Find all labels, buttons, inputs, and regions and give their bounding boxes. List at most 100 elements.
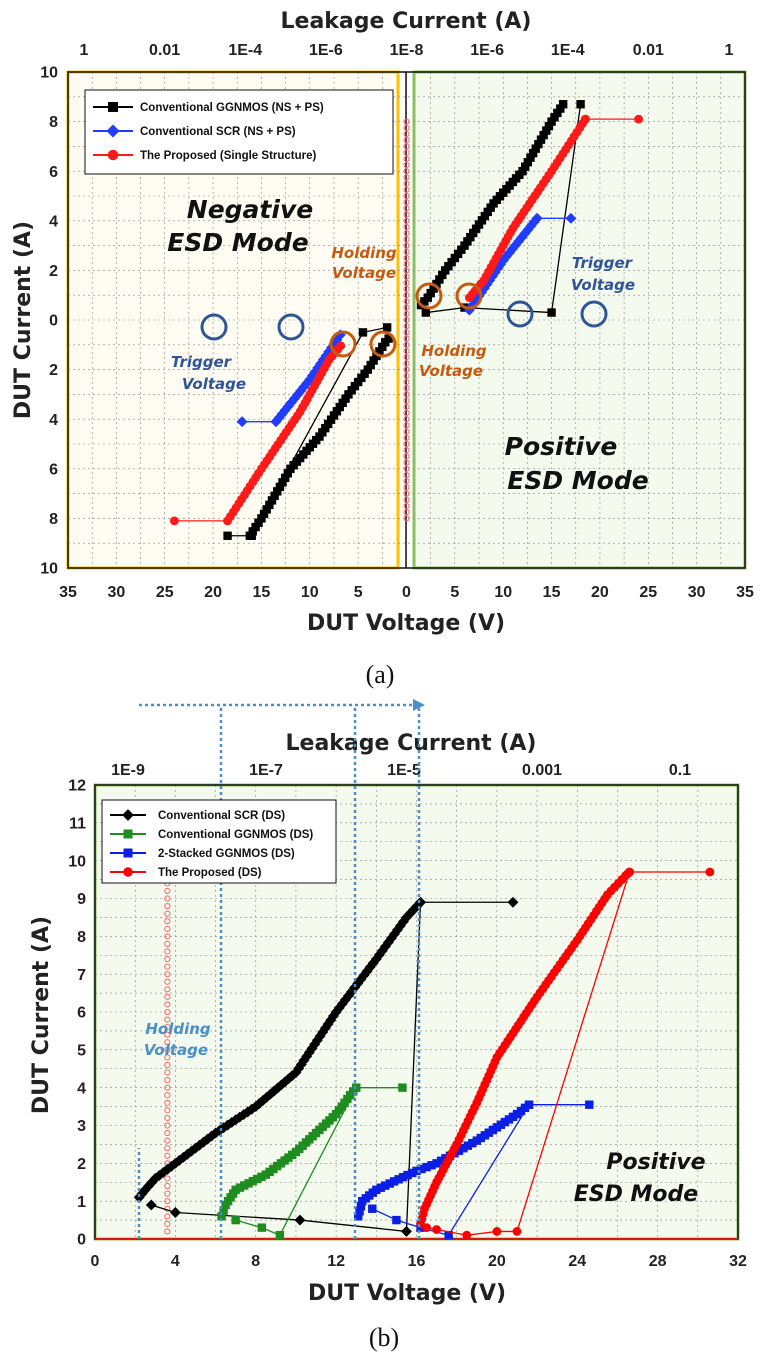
x2-tick-label: 1E-8 <box>390 42 424 59</box>
data-point <box>411 900 423 912</box>
series-b <box>95 865 738 1240</box>
leakage-point <box>581 114 590 124</box>
data-point <box>338 398 347 408</box>
data-point <box>408 904 419 916</box>
x-tick-label: 10 <box>494 584 512 601</box>
x2-label-b: Leakage Current (A) <box>286 731 537 756</box>
data-point <box>558 100 568 109</box>
y-ticks-a: 10 8 6 4 2 0 2 4 6 8 10 <box>40 65 58 578</box>
leakage-marker <box>164 1114 171 1122</box>
data-point <box>321 423 330 433</box>
leakage-point <box>432 1225 442 1234</box>
data-point <box>389 1177 399 1186</box>
annotation: Voltage <box>571 276 635 294</box>
y-tick-label: 5 <box>77 1042 86 1059</box>
leakage-marker <box>403 465 410 472</box>
trigger-circle <box>200 313 228 341</box>
leakage-marker <box>403 397 410 404</box>
data-point <box>436 1156 446 1166</box>
data-point <box>417 1164 426 1174</box>
data-point <box>329 411 339 420</box>
data-point <box>468 1138 477 1148</box>
leakage-marker <box>403 316 410 324</box>
annotation: Holding <box>145 1020 211 1038</box>
y-tick-label: 12 <box>68 778 86 795</box>
annotations-b: Holding Voltage Positive ESD Mode <box>144 1020 706 1207</box>
leakage-marker <box>403 304 410 311</box>
leakage-marker <box>164 1099 171 1106</box>
x2-ticks-a: 1 0.01 1E-4 1E-6 1E-8 1E-6 1E-4 0.01 1 <box>80 42 734 59</box>
data-point <box>253 1098 265 1109</box>
x2-label-a: Leakage Current (A) <box>281 9 532 34</box>
leakage-marker <box>403 149 410 156</box>
data-point <box>139 1184 151 1196</box>
leakage-point <box>223 516 232 526</box>
leakage-marker <box>164 1198 171 1205</box>
leakage-marker <box>164 1152 171 1159</box>
leakage-marker <box>403 118 410 125</box>
data-point <box>143 1180 155 1192</box>
data-point <box>398 1173 408 1182</box>
leakage-marker <box>403 416 410 423</box>
data-point <box>361 965 373 977</box>
x-tick-label: 15 <box>253 584 271 601</box>
data-point <box>376 1183 385 1192</box>
data-point <box>323 419 333 429</box>
data-point <box>363 365 373 374</box>
leakage-marker <box>403 366 410 373</box>
leakage-marker <box>403 484 410 491</box>
data-point <box>373 949 385 961</box>
leakage-marker <box>403 440 410 448</box>
leakage-marker <box>403 385 410 392</box>
data-point <box>206 1130 218 1142</box>
data-point <box>295 1059 307 1070</box>
leakage-marker <box>403 143 410 150</box>
data-point <box>382 936 394 948</box>
data-point <box>246 1103 258 1115</box>
x-tick-label: 20 <box>204 584 222 601</box>
data-point <box>240 1181 249 1190</box>
x2-tick-label: 1E-9 <box>111 762 145 779</box>
leakage-point <box>524 1100 534 1109</box>
data-point <box>280 473 290 483</box>
y-label-a: DUT Current (A) <box>11 221 36 419</box>
data-point <box>534 139 543 149</box>
x-tick-label: 12 <box>327 1253 345 1270</box>
leakage-marker <box>403 211 410 218</box>
x-tick-label: 4 <box>171 1253 180 1270</box>
x2-tick-label: 1 <box>80 42 89 59</box>
legend-label: The Proposed (DS) <box>158 867 262 879</box>
data-point <box>364 961 376 973</box>
series <box>169 114 644 526</box>
y-tick-label: 11 <box>69 815 86 832</box>
data-point <box>366 360 375 370</box>
leakage-marker <box>164 1220 171 1227</box>
y-tick-label: 2 <box>49 362 58 379</box>
leakage-marker <box>403 161 410 169</box>
x-tick-label: 35 <box>59 584 77 601</box>
leakage-marker <box>164 1182 171 1190</box>
leakage-marker <box>403 236 410 243</box>
leakage-marker <box>403 329 410 336</box>
annotation: Voltage <box>144 1041 208 1059</box>
leakage-point <box>512 1227 522 1236</box>
data-point <box>252 1174 262 1184</box>
y-tick-label: 7 <box>77 967 86 984</box>
data-point <box>372 1185 381 1195</box>
data-point <box>181 1148 193 1160</box>
data-point <box>314 1030 326 1042</box>
x2-tick-label: 1E-7 <box>249 762 283 779</box>
data-point <box>460 241 469 250</box>
data-point <box>381 1181 390 1190</box>
leakage-line <box>251 332 364 537</box>
leakage-marker <box>403 509 410 516</box>
data-point <box>217 1212 226 1221</box>
x-ticks-b: 0 4 8 12 16 20 24 28 32 <box>91 1253 747 1270</box>
leakage-point <box>368 1204 377 1213</box>
leakage-marker <box>403 298 410 305</box>
leakage-marker <box>403 391 410 398</box>
leakage-point <box>392 1215 401 1225</box>
data-point <box>466 232 475 242</box>
y-tick-label: 4 <box>49 412 58 429</box>
leakage-point <box>223 531 232 540</box>
